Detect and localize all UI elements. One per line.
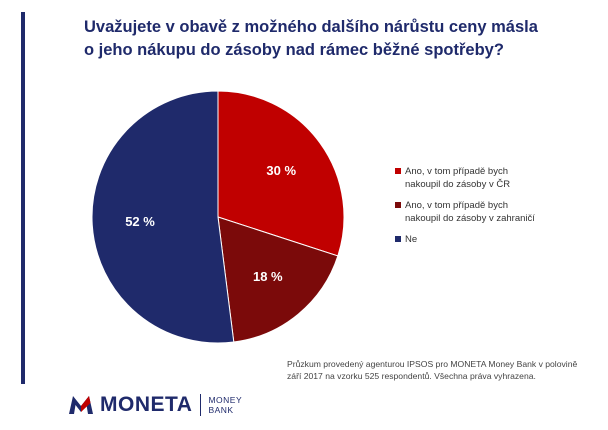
chart-legend: Ano, v tom případě bych nakoupil do záso… (395, 165, 595, 254)
chart-title-line-2: o jeho nákupu do zásoby nad rámec běžné … (84, 41, 504, 59)
pie-slice-abroad (217, 216, 339, 343)
legend-item-abroad: Ano, v tom případě bych nakoupil do záso… (395, 199, 595, 225)
chart-title-line-1: Uvažujete v obavě z možného dalšího nárů… (84, 18, 538, 36)
moneta-m-icon (69, 396, 93, 414)
legend-item-no: Ne (395, 233, 595, 246)
pie-slice-cr (217, 90, 345, 257)
accent-bar (21, 12, 25, 384)
logo-sub-line-2: BANK (208, 405, 234, 415)
logo-subtitle: MONEY BANK (208, 395, 242, 415)
legend-swatch-cr (395, 168, 401, 174)
pie-label-cr: 30 % (266, 163, 296, 178)
legend-item-cr: Ano, v tom případě bych nakoupil do záso… (395, 165, 595, 191)
legend-label-abroad: Ano, v tom případě bych nakoupil do záso… (405, 200, 535, 224)
legend-swatch-no (395, 236, 401, 242)
legend-swatch-abroad (395, 202, 401, 208)
logo-divider (200, 394, 202, 416)
chart-title: Uvažujete v obavě z možného dalšího nárů… (84, 16, 584, 62)
legend-label-cr: Ano, v tom případě bych nakoupil do záso… (405, 166, 511, 190)
pie-slice-no (91, 90, 235, 344)
logo-wordmark: MONETA (100, 393, 193, 416)
pie-label-no: 52 % (125, 214, 155, 229)
pie-label-abroad: 18 % (253, 269, 283, 284)
footnote: Průzkum provedený agenturou IPSOS pro MO… (287, 359, 578, 381)
logo-sub-line-1: MONEY (208, 395, 243, 405)
legend-label-no: Ne (405, 234, 418, 245)
moneta-logo: MONETA MONEY BANK (68, 392, 242, 418)
